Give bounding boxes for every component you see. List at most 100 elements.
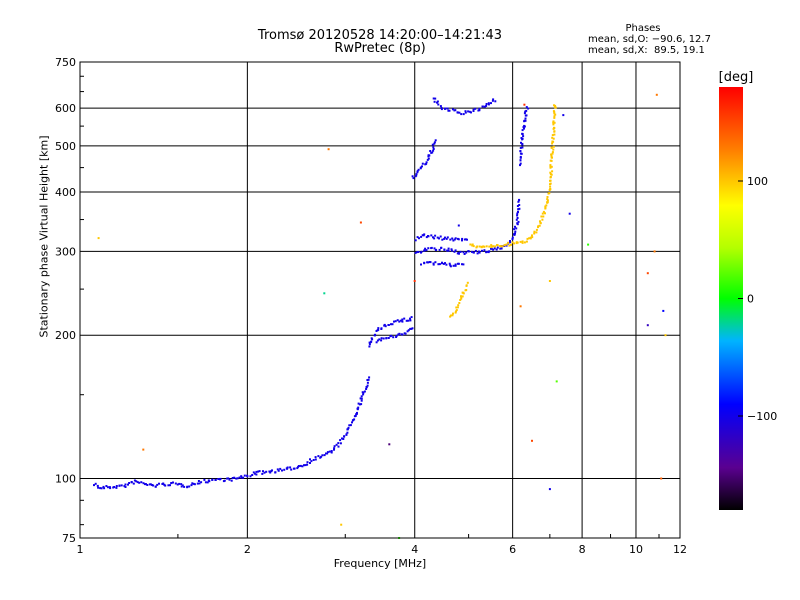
- data-point: [553, 112, 556, 115]
- data-point: [432, 262, 435, 265]
- data-point: [491, 99, 494, 102]
- data-point: [180, 483, 183, 486]
- data-point: [516, 214, 519, 217]
- data-point: [462, 263, 465, 266]
- data-point: [549, 171, 552, 174]
- x-tick-label: 1: [77, 543, 84, 556]
- data-point: [544, 212, 546, 215]
- data-point: [253, 472, 256, 475]
- data-point: [521, 146, 524, 149]
- data-point: [511, 241, 514, 244]
- data-point: [429, 150, 432, 152]
- data-point: [450, 314, 452, 317]
- data-point: [454, 249, 457, 252]
- data-point: [450, 249, 453, 252]
- data-point: [261, 472, 264, 475]
- data-point: [465, 284, 468, 287]
- data-point: [521, 143, 524, 146]
- data-point: [127, 483, 129, 486]
- data-point: [309, 458, 311, 461]
- data-point: [513, 242, 515, 245]
- data-point: [544, 206, 547, 209]
- data-point: [430, 234, 433, 237]
- data-point: [515, 227, 518, 230]
- data-point: [380, 337, 383, 340]
- data-point: [485, 251, 488, 254]
- data-point: [527, 107, 530, 110]
- data-point: [541, 218, 544, 221]
- data-point: [446, 249, 449, 252]
- data-point: [196, 482, 199, 485]
- data-point: [200, 481, 203, 484]
- data-point: [425, 162, 428, 165]
- data-point: [269, 471, 272, 474]
- data-point: [204, 481, 207, 484]
- data-point: [531, 236, 534, 239]
- x-tick-label: 2: [244, 543, 251, 556]
- data-point: [108, 486, 111, 489]
- data-point: [550, 155, 553, 157]
- data-point: [265, 470, 268, 473]
- data-point: [528, 237, 531, 240]
- data-point: [421, 165, 423, 168]
- data-point: [449, 315, 452, 318]
- data-point: [445, 237, 448, 240]
- data-point: [326, 452, 329, 455]
- data-point: [478, 245, 481, 248]
- data-point: [523, 124, 526, 127]
- data-point: [368, 345, 371, 348]
- data-point: [262, 470, 264, 473]
- data-point: [263, 471, 266, 474]
- data-point: [432, 146, 435, 149]
- data-point: [191, 482, 194, 485]
- data-point: [437, 103, 440, 106]
- data-point: [357, 406, 360, 409]
- data-point: [178, 482, 181, 485]
- data-point: [347, 426, 350, 429]
- data-point: [279, 467, 282, 470]
- data-point: [375, 341, 378, 344]
- data-point: [449, 238, 452, 241]
- data-point: [549, 175, 552, 178]
- data-point: [519, 159, 522, 162]
- data-point: [258, 470, 261, 473]
- data-point: [448, 262, 451, 265]
- data-point: [445, 263, 448, 266]
- data-point: [517, 220, 520, 223]
- data-point: [416, 236, 419, 239]
- data-point: [465, 289, 468, 291]
- data-point: [448, 109, 451, 112]
- x-tick-label: 4: [411, 543, 418, 556]
- data-point: [290, 468, 293, 471]
- data-point: [521, 240, 524, 243]
- data-point: [546, 199, 549, 202]
- data-point: [343, 435, 346, 438]
- data-point: [509, 241, 512, 244]
- data-point: [414, 239, 417, 242]
- data-point: [105, 485, 108, 487]
- data-point: [366, 379, 369, 381]
- data-point: [449, 265, 452, 268]
- data-point: [552, 145, 555, 148]
- data-point: [439, 105, 442, 108]
- data-point: [454, 109, 457, 112]
- data-point: [546, 196, 549, 198]
- data-point: [519, 240, 522, 243]
- data-point: [346, 431, 349, 434]
- data-point: [490, 102, 492, 105]
- data-point: [238, 476, 241, 479]
- data-point: [401, 318, 404, 321]
- data-point: [438, 263, 441, 266]
- data-point: [409, 319, 412, 322]
- data-point: [553, 133, 556, 136]
- data-points: [93, 93, 667, 539]
- data-point: [461, 237, 464, 240]
- data-point: [96, 484, 99, 487]
- data-point: [356, 407, 359, 410]
- data-point: [433, 100, 436, 103]
- data-point: [152, 484, 155, 487]
- data-point: [487, 103, 490, 106]
- data-point: [327, 148, 330, 151]
- data-point: [466, 281, 469, 284]
- data-point: [358, 403, 361, 406]
